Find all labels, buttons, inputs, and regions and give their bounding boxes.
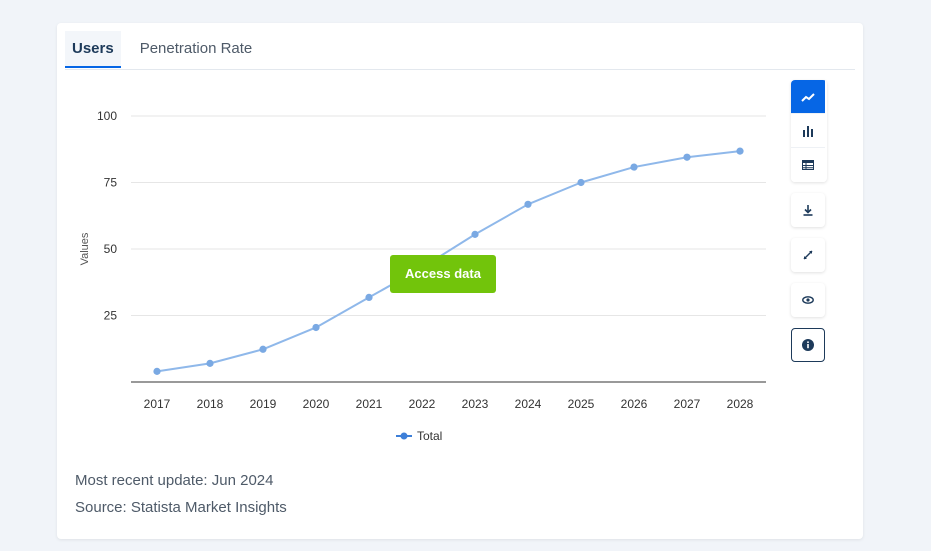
data-point <box>683 153 691 161</box>
download-button[interactable] <box>791 193 825 227</box>
y-tick-label: 100 <box>97 109 117 123</box>
bar-chart-icon <box>803 125 813 137</box>
x-tick-label: 2026 <box>621 397 648 411</box>
data-point <box>259 345 267 353</box>
line-chart-icon <box>801 92 815 102</box>
table-button[interactable] <box>791 148 825 182</box>
tab-bar: Users Penetration Rate <box>65 31 855 70</box>
tab-users[interactable]: Users <box>65 31 121 68</box>
x-tick-label: 2024 <box>515 397 542 411</box>
y-tick-label: 75 <box>104 176 118 190</box>
legend-label: Total <box>417 429 442 443</box>
x-tick-label: 2019 <box>250 397 277 411</box>
bar-chart-button[interactable] <box>791 114 825 148</box>
data-point <box>524 200 532 208</box>
fullscreen-icon <box>803 250 813 260</box>
info-icon <box>802 339 814 351</box>
x-tick-label: 2022 <box>409 397 436 411</box>
data-point <box>577 178 585 187</box>
data-point <box>365 293 373 302</box>
chart-toolbar <box>791 80 827 362</box>
source-info: Source: Statista Market Insights <box>75 499 287 516</box>
x-tick-label: 2021 <box>356 397 383 411</box>
info-button[interactable] <box>791 328 825 362</box>
x-tick-label: 2017 <box>144 397 171 411</box>
data-point <box>736 147 744 155</box>
data-point <box>153 367 161 375</box>
x-tick-label: 2027 <box>674 397 701 411</box>
x-tick-label: 2020 <box>303 397 330 411</box>
legend-marker <box>400 432 408 440</box>
download-icon <box>803 204 813 216</box>
line-chart: 25 50 75 100 2017 2018 2019 2020 2021 2022 2023 202… <box>79 109 766 443</box>
tab-penetration-rate[interactable]: Penetration Rate <box>139 40 253 57</box>
chart-card: Users Penetration Rate 25 50 75 100 2017 2018… <box>57 23 863 539</box>
data-point <box>630 163 638 171</box>
y-tick-label: 25 <box>104 309 118 323</box>
access-data-button[interactable]: Access data <box>390 255 496 293</box>
series-line <box>156 150 741 373</box>
line-chart-button[interactable] <box>791 80 825 114</box>
chart-type-group <box>791 80 827 182</box>
data-point <box>206 359 214 367</box>
y-axis-title: Values <box>79 232 91 265</box>
x-tick-label: 2028 <box>727 397 754 411</box>
table-icon <box>802 160 814 170</box>
x-tick-label: 2023 <box>462 397 489 411</box>
eye-button[interactable] <box>791 283 825 317</box>
y-tick-label: 50 <box>104 242 118 256</box>
x-tick-label: 2018 <box>197 397 224 411</box>
eye-icon <box>802 296 814 304</box>
data-point <box>471 230 479 238</box>
update-info: Most recent update: Jun 2024 <box>75 472 274 489</box>
x-tick-label: 2025 <box>568 397 595 411</box>
data-point <box>312 323 320 332</box>
fullscreen-button[interactable] <box>791 238 825 272</box>
